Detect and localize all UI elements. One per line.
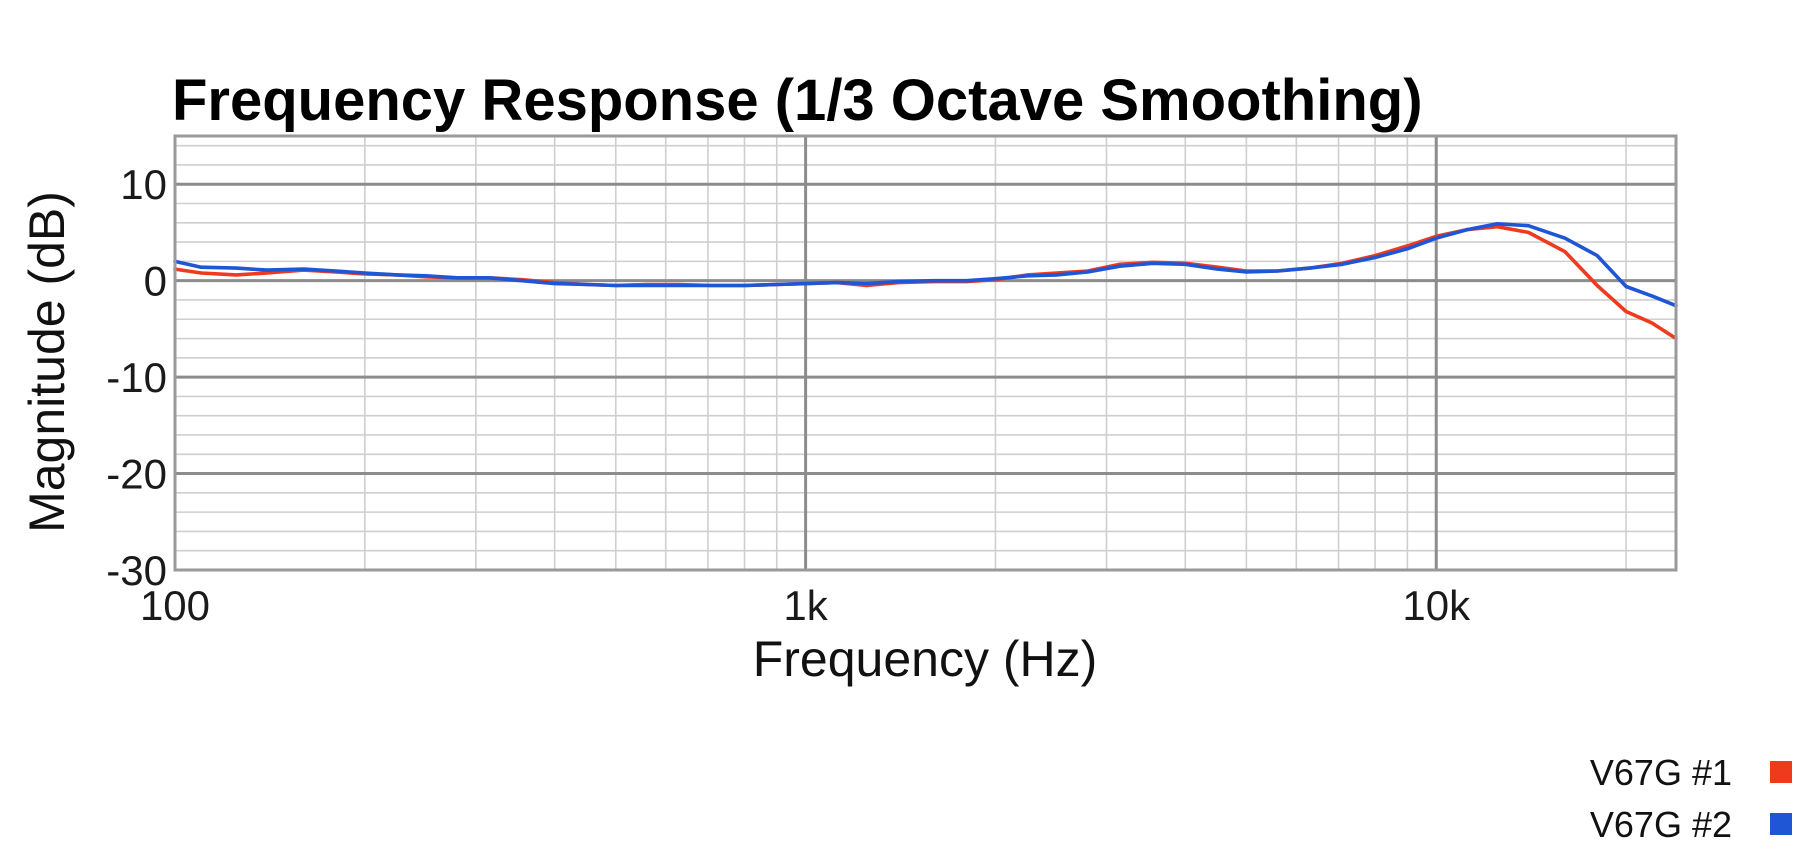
legend-swatch-2 (1770, 813, 1792, 835)
y-tick-label: 10 (120, 161, 167, 208)
x-tick-label: 100 (140, 582, 210, 629)
legend-swatch-1 (1770, 761, 1792, 783)
y-tick-label: -30 (106, 547, 167, 594)
grid-major (173, 136, 1676, 570)
y-tick-labels: 10 0 -10 -20 -30 (106, 161, 167, 594)
y-tick-label: 0 (144, 258, 167, 305)
chart-title: Frequency Response (1/3 Octave Smoothing… (172, 68, 1423, 133)
x-tick-label: 10k (1402, 582, 1471, 629)
y-tick-label: -10 (106, 354, 167, 401)
series-line-2 (173, 222, 1678, 308)
series-layer (173, 222, 1678, 341)
legend: V67G #1 V67G #2 (1590, 752, 1792, 845)
grid-minor (175, 136, 1676, 570)
plot-frame (173, 134, 1678, 572)
x-tick-labels: 100 1k 10k (140, 582, 1471, 629)
y-tick-label: -20 (106, 451, 167, 498)
x-tick-label: 1k (783, 582, 828, 629)
y-axis-label: Magnitude (dB) (19, 191, 75, 533)
legend-label-1: V67G #1 (1590, 752, 1732, 793)
x-axis-label: Frequency (Hz) (753, 631, 1098, 687)
legend-label-2: V67G #2 (1590, 804, 1732, 845)
